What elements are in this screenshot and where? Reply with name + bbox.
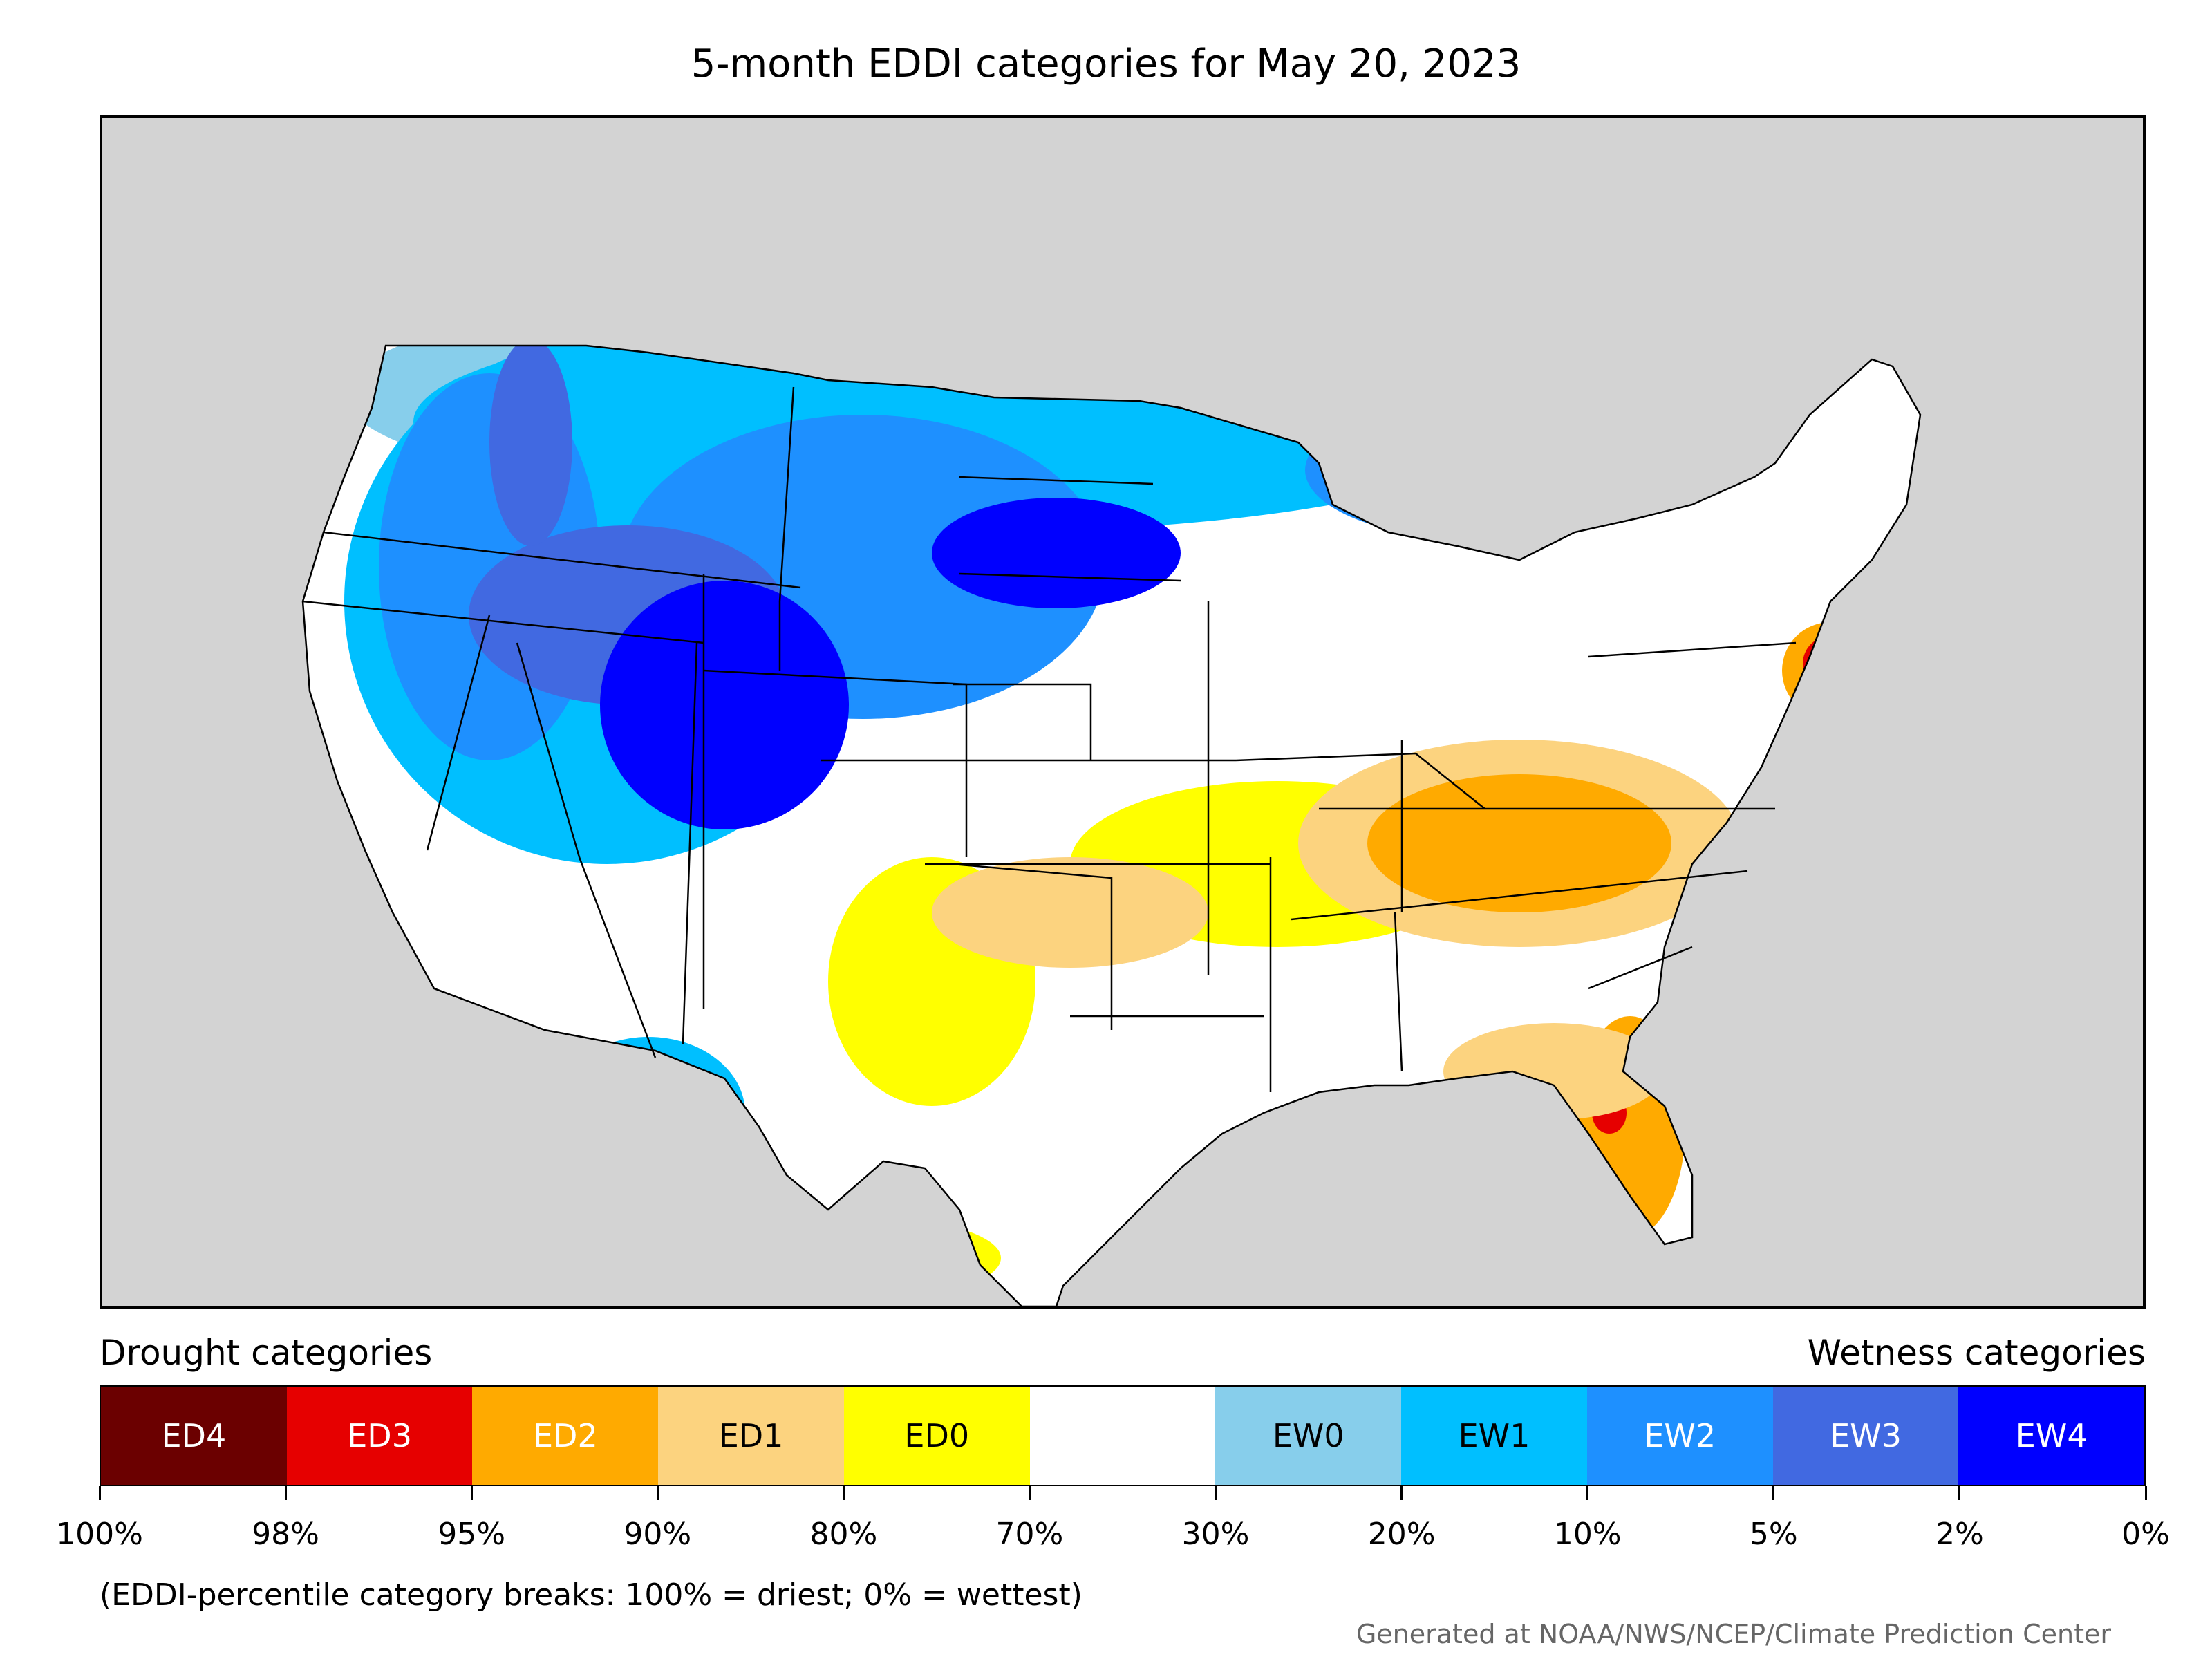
legend-box-ed3: ED3 xyxy=(286,1387,473,1485)
legend-box-ed4: ED4 xyxy=(101,1387,287,1485)
tick-mark xyxy=(842,1486,845,1500)
tick-mark xyxy=(656,1486,659,1500)
tick-label: 80% xyxy=(809,1517,878,1552)
wetness-categories-label: Wetness categories xyxy=(1807,1333,2146,1373)
tick-mark xyxy=(470,1486,473,1500)
eddi-category-fill xyxy=(303,346,1920,1306)
tick-label: 2% xyxy=(1936,1517,1984,1552)
tick-label: 100% xyxy=(56,1517,143,1552)
tick-label: 10% xyxy=(1553,1517,1622,1552)
tick-mark xyxy=(98,1486,101,1500)
tick-label: 0% xyxy=(2121,1517,2170,1552)
tick-label: 70% xyxy=(995,1517,1064,1552)
tick-label: 30% xyxy=(1181,1517,1250,1552)
credit-text: Generated at NOAA/NWS/NCEP/Climate Predi… xyxy=(1356,1619,2111,1649)
tick-mark xyxy=(1215,1486,1217,1500)
legend-box-ed0: ED0 xyxy=(843,1387,1030,1485)
tick-mark xyxy=(1958,1486,1961,1500)
legend-box-ed2: ED2 xyxy=(472,1387,659,1485)
percentile-break-note: (EDDI-percentile category breaks: 100% =… xyxy=(100,1577,1082,1613)
tick-mark xyxy=(1400,1486,1403,1500)
legend-box-ew4: EW4 xyxy=(1958,1387,2145,1485)
tick-mark xyxy=(1586,1486,1589,1500)
tick-mark xyxy=(2144,1486,2147,1500)
tick-label: 5% xyxy=(1749,1517,1798,1552)
state-boundaries xyxy=(301,344,1922,1306)
tick-label: 90% xyxy=(624,1517,692,1552)
tick-label: 98% xyxy=(252,1517,319,1552)
tick-label: 20% xyxy=(1367,1517,1436,1552)
legend-box-ew2: EW2 xyxy=(1586,1387,1773,1485)
legend-percentile-ticks: 100% 98% 95% 90% 80% 70% 30% 20% 10% 5% 2% 0% xyxy=(0,1486,2212,1569)
legend-box-ed1: ED1 xyxy=(658,1387,844,1485)
tick-mark xyxy=(1028,1486,1031,1500)
map-panel xyxy=(100,115,2146,1309)
legend-box-ew3: EW3 xyxy=(1772,1387,1959,1485)
tick-mark xyxy=(284,1486,287,1500)
tick-label: 95% xyxy=(438,1517,506,1552)
legend-box-normal xyxy=(1029,1387,1216,1485)
legend-colorbar: ED4 ED3 ED2 ED1 ED0 EW0 EW1 EW2 EW3 EW4 xyxy=(100,1385,2146,1486)
map-title: 5-month EDDI categories for May 20, 2023 xyxy=(691,41,1521,86)
legend-box-ew1: EW1 xyxy=(1401,1387,1587,1485)
drought-categories-label: Drought categories xyxy=(100,1333,433,1373)
tick-mark xyxy=(1772,1486,1775,1500)
legend-box-ew0: EW0 xyxy=(1215,1387,1402,1485)
